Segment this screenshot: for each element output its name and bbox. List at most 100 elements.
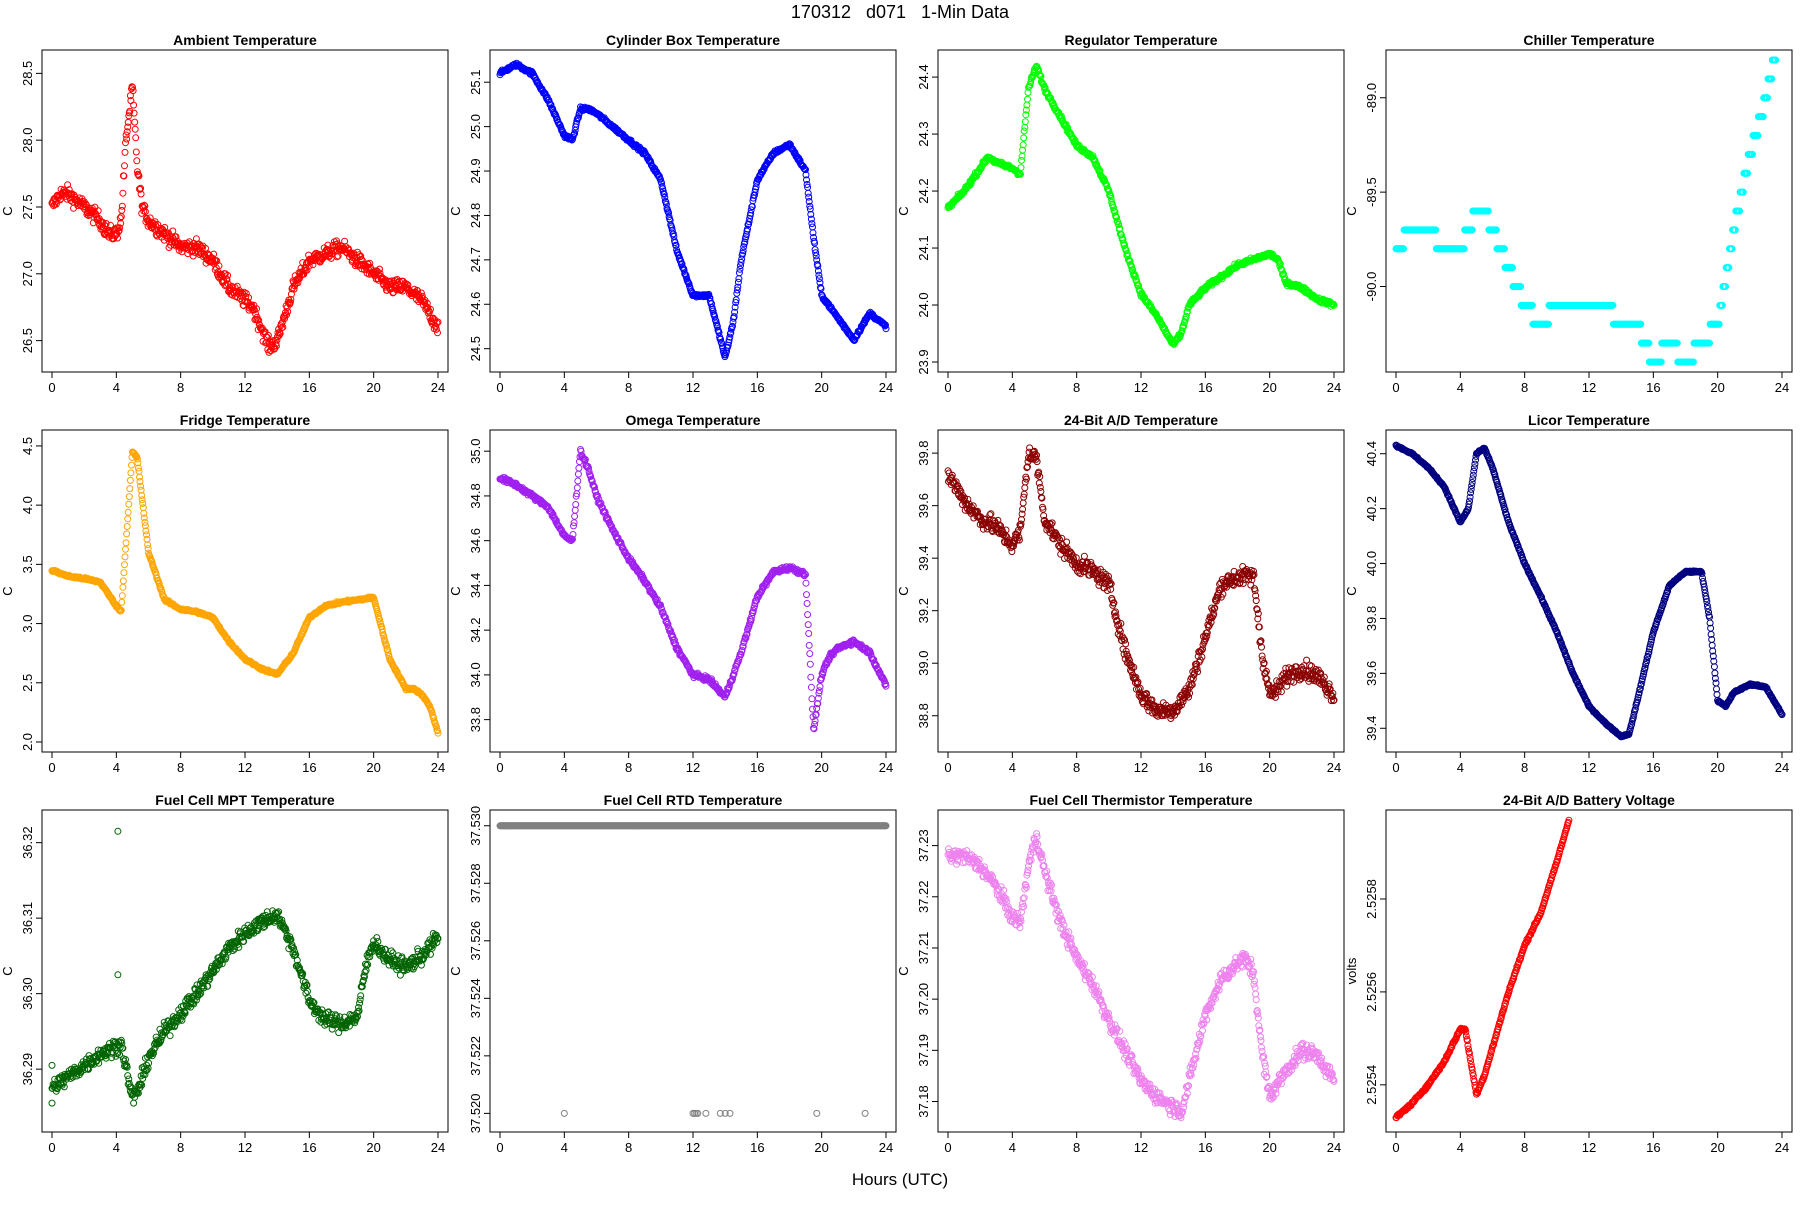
data-point	[1022, 119, 1028, 125]
y-tick-label: 27.0	[20, 261, 35, 286]
data-point	[573, 502, 579, 508]
x-tick-label: 12	[1134, 380, 1148, 395]
data-point	[134, 158, 140, 164]
x-tick-label: 16	[302, 760, 316, 775]
x-tick-label: 0	[48, 760, 55, 775]
data-point	[126, 501, 132, 507]
panel-title: Chiller Temperature	[1523, 32, 1654, 48]
data-point	[1019, 153, 1025, 159]
data-point	[122, 562, 128, 568]
y-tick-label: 2.5	[20, 674, 35, 692]
data-point	[1025, 96, 1031, 102]
data-point	[804, 592, 810, 598]
data-point	[1021, 135, 1027, 141]
y-axis-label: C	[448, 206, 463, 215]
y-tick-label: 34.2	[468, 617, 483, 642]
y-tick-label: 24.8	[468, 203, 483, 228]
y-tick-label: 3.0	[20, 615, 35, 633]
data-point	[119, 203, 125, 209]
x-tick-label: 20	[366, 380, 380, 395]
data-point	[126, 494, 132, 500]
data-point	[121, 570, 127, 576]
x-tick-label: 8	[177, 380, 184, 395]
data-point	[119, 593, 125, 599]
x-tick-label: 4	[1457, 380, 1464, 395]
x-tick-label: 0	[1392, 380, 1399, 395]
y-tick-label: 26.5	[20, 328, 35, 353]
y-tick-label: 25.0	[468, 114, 483, 139]
data-point	[736, 276, 742, 282]
data-point	[1019, 517, 1025, 523]
y-tick-label: 28.0	[20, 128, 35, 153]
plot-frame	[1386, 50, 1792, 372]
data-point	[124, 531, 130, 537]
data-point	[1018, 165, 1024, 171]
data-point	[120, 578, 126, 584]
data-point	[575, 478, 581, 484]
y-tick-label: 27.5	[20, 194, 35, 219]
y-tick-label: -89.0	[1364, 83, 1379, 113]
data-point	[120, 584, 126, 590]
data-point	[1123, 641, 1129, 647]
y-tick-label: 24.4	[916, 64, 931, 89]
data-point	[1022, 485, 1028, 491]
x-tick-label: 24	[879, 380, 893, 395]
x-tick-label: 24	[879, 760, 893, 775]
x-tick-label: 20	[814, 760, 828, 775]
x-tick-label: 16	[302, 380, 316, 395]
data-point	[132, 126, 138, 132]
data-point	[435, 330, 441, 336]
data-point	[124, 524, 130, 530]
y-tick-label: 2.0	[20, 733, 35, 751]
x-tick-label: 16	[1646, 380, 1660, 395]
data-point	[133, 149, 139, 155]
panel-title: Omega Temperature	[625, 412, 760, 428]
y-tick-label: 35.0	[468, 439, 483, 464]
data-points	[49, 84, 441, 356]
data-point	[808, 684, 814, 690]
x-tick-label: 12	[238, 760, 252, 775]
panel-title: Regulator Temperature	[1065, 32, 1218, 48]
panel-title: Cylinder Box Temperature	[606, 32, 780, 48]
x-tick-label: 20	[1262, 380, 1276, 395]
x-tick-label: 8	[1521, 380, 1528, 395]
x-tick-label: 4	[1009, 380, 1016, 395]
y-axis-label: C	[896, 206, 911, 215]
data-point	[805, 622, 811, 628]
y-axis-label: C	[0, 206, 15, 215]
data-point	[124, 136, 130, 142]
x-tick-label: 16	[1198, 380, 1212, 395]
y-tick-label: 34.0	[468, 662, 483, 687]
data-point	[1081, 553, 1087, 559]
data-point	[806, 631, 812, 637]
data-points	[945, 445, 1337, 722]
x-tick-label: 8	[625, 760, 632, 775]
y-tick-label: 34.8	[468, 483, 483, 508]
plot-frame	[490, 430, 896, 752]
x-tick-label: 16	[750, 380, 764, 395]
y-axis-label: C	[896, 586, 911, 595]
y-tick-label: 34.4	[468, 573, 483, 598]
figure-title: 170312 d071 1-Min Data	[0, 2, 1800, 23]
x-tick-label: 0	[48, 380, 55, 395]
x-tick-label: 24	[431, 760, 445, 775]
y-tick-label: 24.6	[468, 292, 483, 317]
data-point	[1020, 500, 1026, 506]
data-point	[132, 119, 138, 125]
data-point	[572, 507, 578, 513]
x-tick-label: 4	[113, 760, 120, 775]
y-tick-label: 24.7	[468, 247, 483, 272]
x-tick-label: 0	[496, 760, 503, 775]
data-point	[140, 505, 146, 511]
data-point	[575, 471, 581, 477]
data-point	[133, 135, 139, 141]
data-points	[497, 60, 889, 359]
